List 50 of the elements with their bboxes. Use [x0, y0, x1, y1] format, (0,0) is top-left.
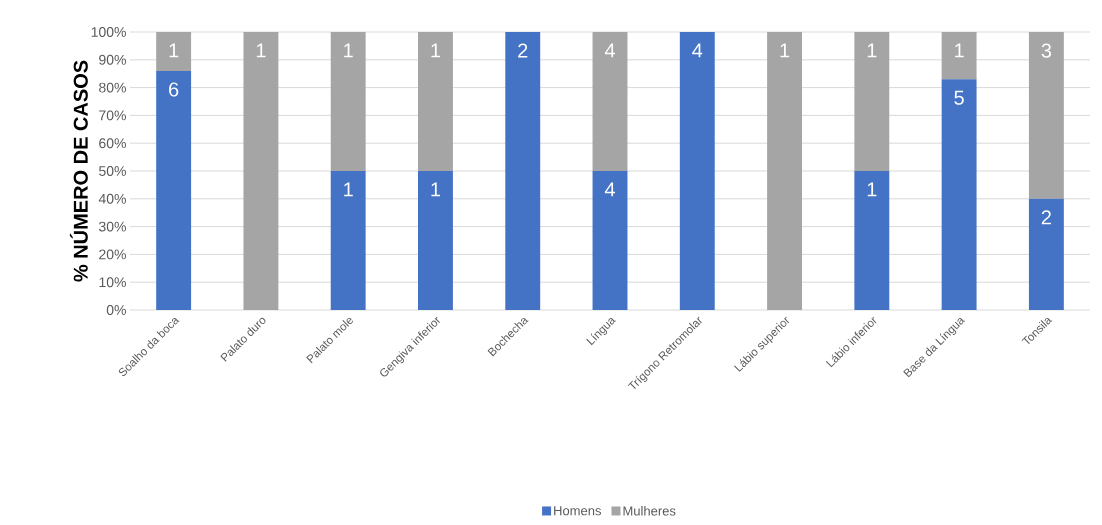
bar	[1028, 198, 1064, 310]
y-tick-label: 30%	[98, 221, 126, 232]
bar	[330, 171, 366, 310]
annotation: 4	[604, 43, 615, 58]
y-tick-label: 70%	[99, 110, 126, 121]
bar	[592, 32, 628, 171]
bar	[854, 32, 890, 171]
y-tick-label: 100%	[91, 27, 126, 37]
bar	[418, 171, 453, 310]
bar	[1028, 32, 1064, 199]
y-tick-label: 0%	[106, 305, 126, 315]
bar	[592, 171, 628, 310]
y-tick-label: 50%	[99, 166, 126, 176]
annotation: 1	[344, 182, 353, 197]
bar	[854, 171, 890, 310]
y-axis-title: % NÚMERO DE CASOS	[69, 60, 88, 282]
annotation: 1	[780, 43, 790, 58]
annotation: 1	[344, 43, 353, 58]
bar	[941, 32, 977, 80]
bar	[941, 79, 977, 310]
annotation: 1	[431, 182, 441, 197]
bar	[243, 32, 279, 310]
annotation: 6	[169, 82, 179, 97]
annotation: 1	[256, 43, 266, 58]
y-tick-label: 20%	[99, 249, 126, 260]
y-tick-label: 10%	[99, 277, 126, 288]
bar	[330, 32, 366, 171]
legend-label: Homens	[554, 506, 602, 516]
legend-label: Mulheres	[623, 506, 676, 516]
y-tick-label: 60%	[99, 138, 126, 149]
bar	[767, 32, 803, 310]
annotation: 4	[692, 43, 703, 58]
y-tick-label: 40%	[98, 193, 126, 204]
annotation: 1	[867, 43, 877, 58]
annotation: 4	[604, 182, 615, 197]
annotation: 1	[867, 182, 877, 197]
y-tick-label: 80%	[99, 82, 126, 93]
annotation: 2	[518, 43, 528, 58]
bar	[418, 32, 453, 171]
annotation: 2	[1041, 210, 1051, 225]
annotation: 1	[169, 43, 179, 58]
annotation: 1	[431, 43, 441, 58]
annotation: 3	[1041, 43, 1052, 58]
annotation: 1	[955, 43, 964, 58]
annotation: 5	[954, 90, 964, 105]
bar	[505, 32, 541, 310]
y-tick-label: 90%	[99, 54, 126, 65]
bar	[156, 32, 192, 71]
bar	[679, 32, 715, 310]
bar	[156, 70, 192, 310]
